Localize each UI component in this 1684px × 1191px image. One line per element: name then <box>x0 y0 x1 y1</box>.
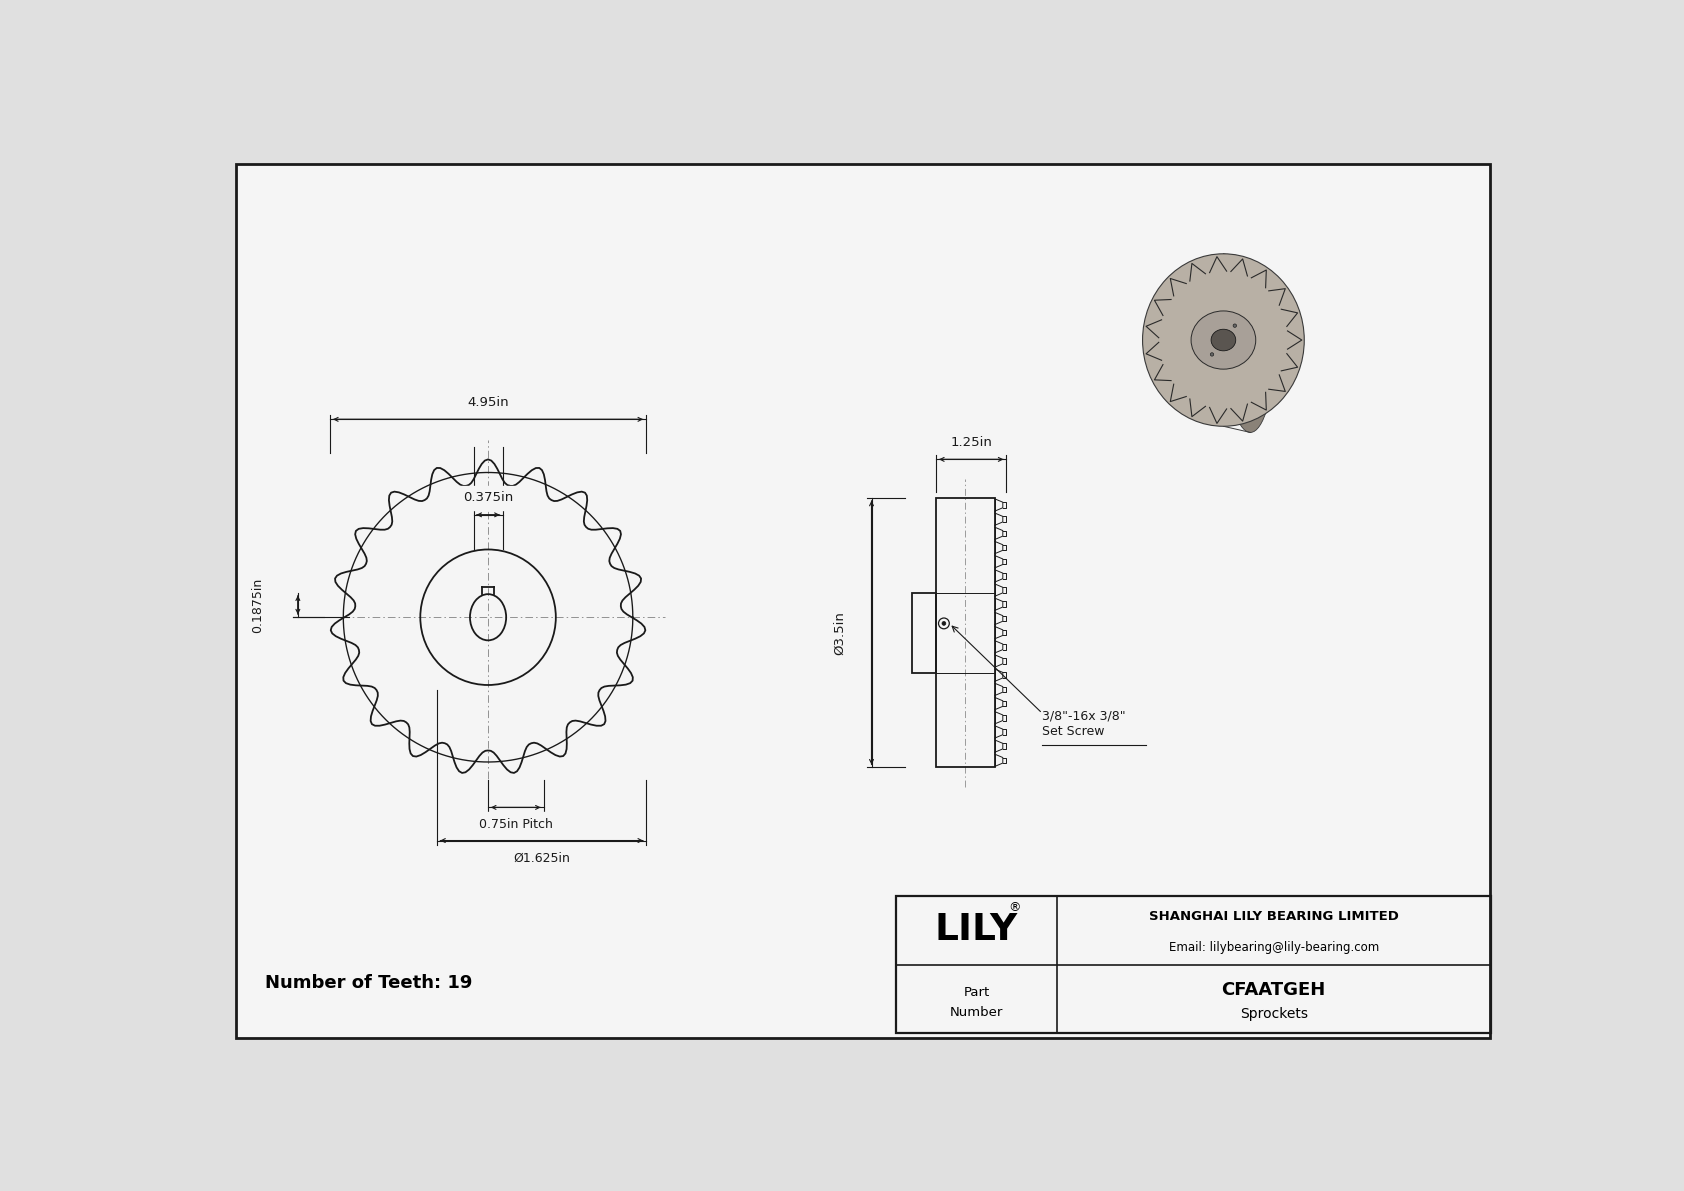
Text: Ø1.625in: Ø1.625in <box>514 852 571 865</box>
Bar <box>936 498 995 767</box>
Text: LILY: LILY <box>935 912 1017 948</box>
Text: 0.375in: 0.375in <box>463 492 514 505</box>
Text: 4.95in: 4.95in <box>466 395 509 409</box>
Text: 0.75in Pitch: 0.75in Pitch <box>478 818 552 831</box>
Ellipse shape <box>1211 329 1236 351</box>
Text: SHANGHAI LILY BEARING LIMITED: SHANGHAI LILY BEARING LIMITED <box>1148 910 1399 923</box>
Circle shape <box>1233 324 1236 328</box>
Text: Number: Number <box>950 1006 1004 1019</box>
Circle shape <box>1211 353 1214 356</box>
Text: Number of Teeth: 19: Number of Teeth: 19 <box>264 974 472 992</box>
Text: Part: Part <box>963 986 990 999</box>
Text: 1.25in: 1.25in <box>950 436 992 449</box>
Text: Ø3.5in: Ø3.5in <box>832 611 845 655</box>
Bar <box>896 896 1490 1033</box>
Text: 0.1875in: 0.1875in <box>251 578 264 632</box>
Text: 3/8"-16x 3/8"
Set Screw: 3/8"-16x 3/8" Set Screw <box>1042 710 1127 737</box>
Ellipse shape <box>1191 311 1256 369</box>
Ellipse shape <box>1142 254 1305 426</box>
Text: Sprockets: Sprockets <box>1239 1008 1308 1021</box>
Text: ®: ® <box>1009 902 1021 915</box>
Text: Email: lilybearing@lily-bearing.com: Email: lilybearing@lily-bearing.com <box>1169 941 1379 954</box>
Text: CFAATGEH: CFAATGEH <box>1221 980 1325 998</box>
Circle shape <box>941 622 946 625</box>
Bar <box>911 593 936 673</box>
Ellipse shape <box>1226 260 1275 432</box>
